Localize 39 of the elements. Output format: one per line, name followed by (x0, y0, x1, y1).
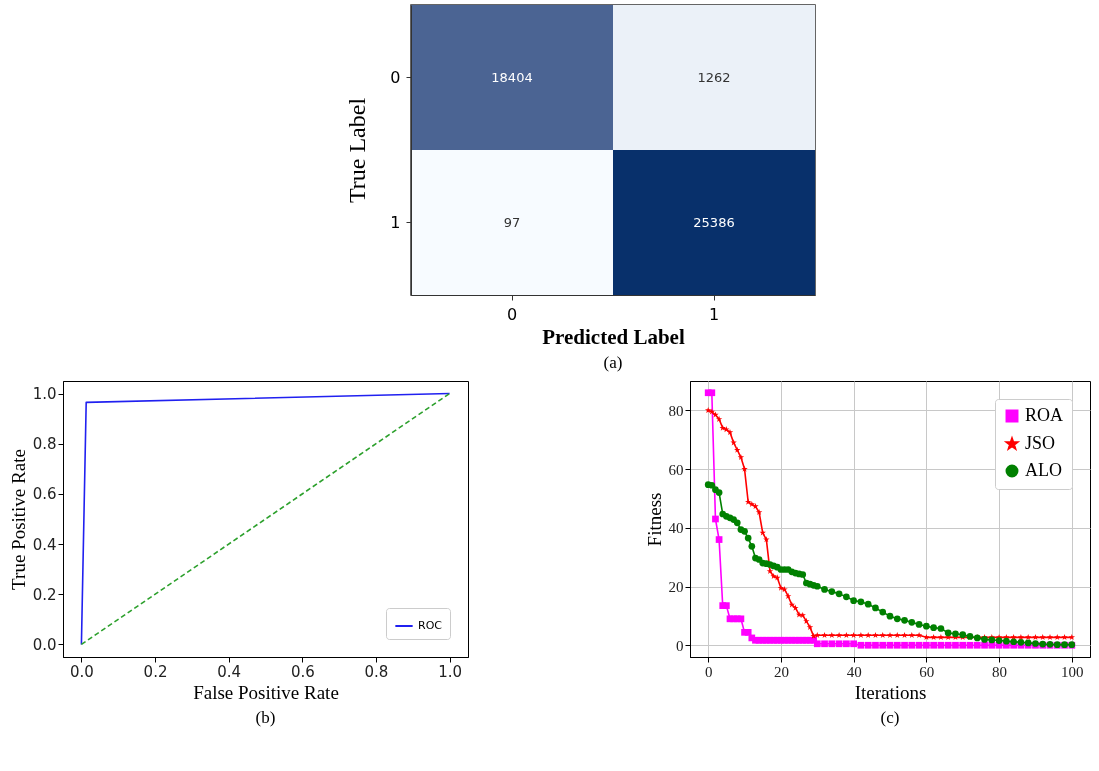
x-tick-label: 0.6 (290, 662, 315, 681)
x-axis-title: Predicted Label (541, 324, 685, 349)
y-tick-label: 20 (668, 579, 684, 596)
x-tick-label: 1.0 (438, 662, 463, 681)
x-tick-label: 0 (704, 663, 713, 680)
text: (a) (603, 353, 622, 372)
legend-label: ROC (418, 619, 443, 632)
text: (c) (880, 708, 900, 727)
y-axis-title: Fitness (643, 492, 665, 547)
x-tick-label: 60 (919, 663, 935, 680)
y-axis-title: True Label (343, 97, 370, 204)
x-axis-title: False Positive Rate (193, 681, 339, 703)
data-label: 18404 (490, 69, 533, 85)
y-tick-label: 1.0 (32, 385, 57, 404)
legend-label: ROA (1025, 405, 1064, 425)
y-tick-label: 80 (668, 402, 684, 419)
y-tick-label: 40 (668, 520, 684, 537)
x-tick-label: 0.0 (69, 662, 94, 681)
y-tick-label: 0.4 (32, 535, 57, 554)
y-tick-label: 0.6 (32, 485, 57, 504)
data-label: 97 (503, 214, 520, 230)
y-tick-label: 0 (676, 637, 684, 654)
legend-label: JSO (1025, 433, 1056, 453)
x-tick-label: 100 (1061, 663, 1084, 680)
x-tick-label: 0.2 (143, 662, 168, 681)
legend-label: ALO (1025, 460, 1062, 480)
data-label: 1262 (696, 69, 731, 85)
y-tick-label: 0.0 (32, 635, 57, 654)
x-tick-label: 40 (846, 663, 862, 680)
text: (b) (255, 708, 276, 727)
x-axis-title: Iterations (854, 681, 927, 703)
x-tick-label: 20 (773, 663, 789, 680)
data-label: 25386 (692, 214, 735, 230)
y-tick-label: 60 (668, 461, 684, 478)
x-tick-label: 80 (992, 663, 1008, 680)
x-tick-label: 0.4 (217, 662, 242, 681)
y-tick-label: 0.8 (32, 435, 57, 454)
y-tick-label: 0.2 (32, 585, 57, 604)
y-axis-title: True Positive Rate (7, 449, 29, 590)
